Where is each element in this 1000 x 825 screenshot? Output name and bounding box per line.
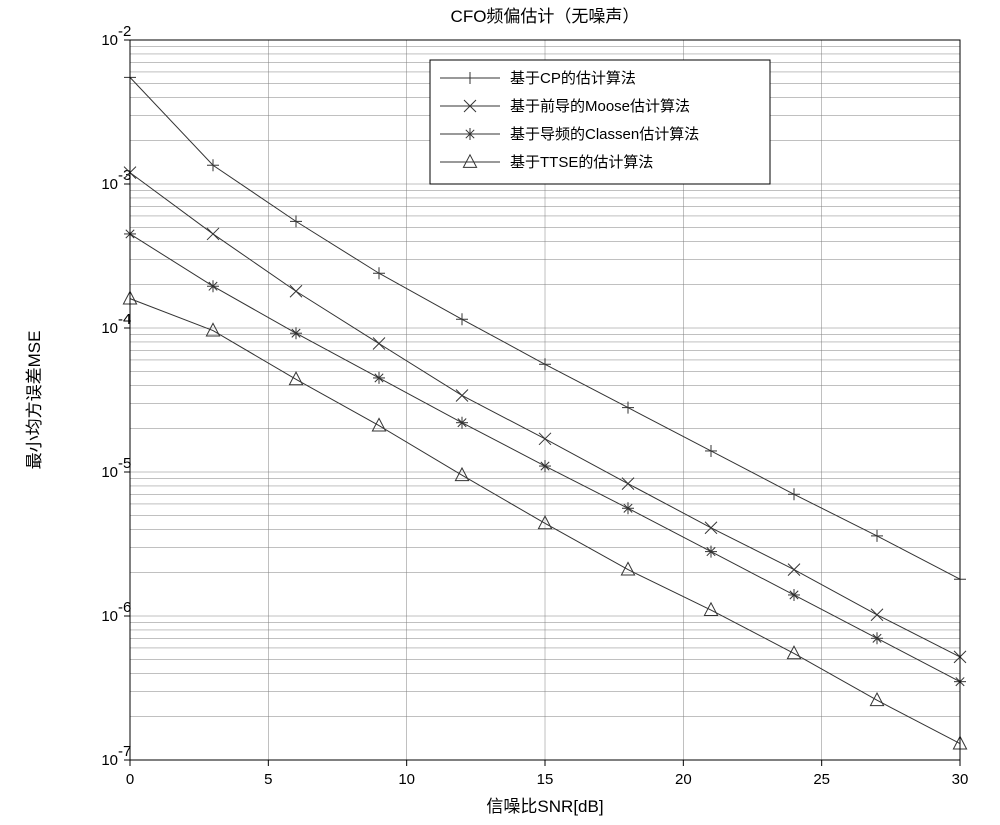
svg-text:-4: -4: [118, 311, 131, 328]
legend-label: 基于TTSE的估计算法: [510, 153, 653, 171]
marker: [206, 323, 219, 336]
svg-text:10: 10: [101, 464, 118, 481]
marker: [372, 418, 385, 431]
marker: [456, 313, 468, 325]
chart-container: 05101520253010-710-610-510-410-310-2CFO频…: [0, 0, 1000, 825]
svg-text:-6: -6: [118, 599, 131, 616]
marker: [539, 460, 551, 472]
x-tick-label: 5: [264, 771, 272, 788]
y-tick-label: 10-5: [101, 455, 131, 481]
marker: [622, 502, 634, 514]
marker: [622, 478, 634, 490]
svg-text:10: 10: [101, 176, 118, 193]
x-axis-label: 信噪比SNR[dB]: [486, 797, 603, 816]
marker: [373, 372, 385, 384]
marker: [788, 589, 800, 601]
x-tick-label: 30: [952, 771, 969, 788]
marker: [207, 228, 219, 240]
svg-text:10: 10: [101, 752, 118, 769]
y-tick-label: 10-7: [101, 743, 131, 769]
legend-label: 基于导频的Classen估计算法: [510, 125, 699, 143]
svg-text:10: 10: [101, 320, 118, 337]
y-tick-label: 10-2: [101, 23, 131, 49]
marker: [290, 215, 302, 227]
x-tick-label: 25: [813, 771, 830, 788]
marker: [705, 546, 717, 558]
marker: [289, 372, 302, 385]
marker: [705, 445, 717, 457]
svg-text:-7: -7: [118, 743, 131, 760]
x-tick-label: 0: [126, 771, 134, 788]
legend-label: 基于CP的估计算法: [510, 69, 636, 87]
x-tick-label: 10: [398, 771, 415, 788]
x-tick-label: 20: [675, 771, 692, 788]
svg-text:-3: -3: [118, 167, 131, 184]
chart-svg: 05101520253010-710-610-510-410-310-2CFO频…: [0, 0, 1000, 825]
svg-text:10: 10: [101, 608, 118, 625]
svg-text:-2: -2: [118, 23, 131, 40]
y-tick-label: 10-3: [101, 167, 131, 193]
y-tick-label: 10-4: [101, 311, 131, 337]
marker: [705, 522, 717, 534]
x-tick-label: 15: [537, 771, 554, 788]
marker: [788, 488, 800, 500]
y-tick-label: 10-6: [101, 599, 131, 625]
marker: [373, 267, 385, 279]
y-axis-label: 最小均方误差MSE: [25, 331, 44, 470]
chart-title: CFO频偏估计（无噪声）: [451, 7, 640, 26]
marker: [871, 632, 883, 644]
marker: [456, 389, 468, 401]
marker: [871, 530, 883, 542]
legend: 基于CP的估计算法基于前导的Moose估计算法基于导频的Classen估计算法基…: [430, 60, 770, 184]
marker: [704, 603, 717, 616]
svg-text:10: 10: [101, 32, 118, 49]
svg-text:-5: -5: [118, 455, 131, 472]
marker: [870, 693, 883, 706]
marker: [621, 562, 634, 575]
marker: [788, 564, 800, 576]
legend-label: 基于前导的Moose估计算法: [510, 97, 690, 115]
marker: [290, 327, 302, 339]
marker: [290, 285, 302, 297]
marker: [207, 280, 219, 292]
marker: [456, 417, 468, 429]
marker: [871, 609, 883, 621]
marker: [373, 338, 385, 350]
